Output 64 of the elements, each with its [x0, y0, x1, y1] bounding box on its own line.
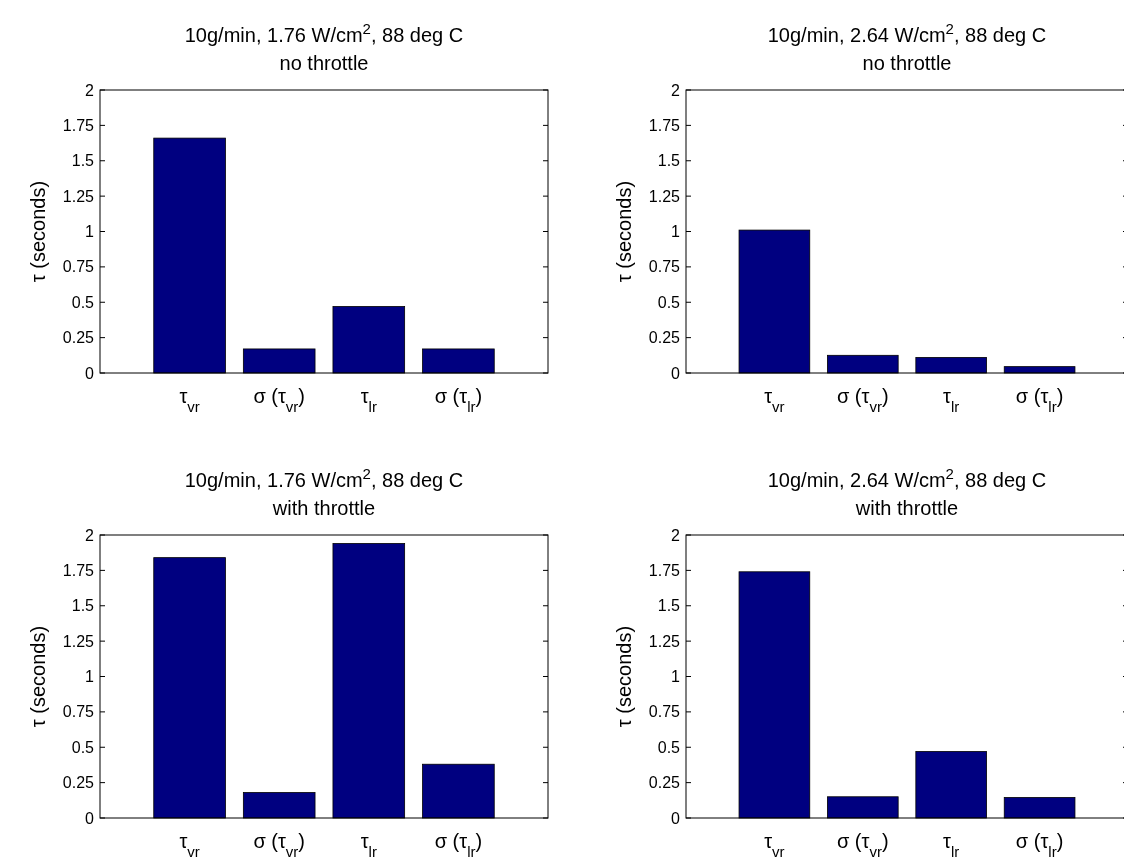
y-tick-label: 1.5 [71, 152, 95, 170]
y-tick-label: 2 [671, 526, 681, 544]
chart-subtitle: no throttle [862, 52, 952, 74]
y-tick-label: 0.5 [71, 293, 95, 311]
y-tick-label: 0.75 [648, 258, 681, 276]
y-tick-label: 1.25 [648, 632, 681, 650]
x-tick-label: τ$_{vr}$ [764, 385, 785, 415]
chart-subtitle: with throttle [854, 497, 959, 519]
y-tick-label: 1.5 [71, 597, 95, 615]
y-tick-label: 0.75 [62, 258, 95, 276]
y-tick-label: 0.25 [62, 774, 95, 792]
x-tick-label: τ$_{lr}$ [943, 830, 960, 860]
x-tick-label: τ$_{vr}$ [179, 385, 200, 415]
y-axis-title: τ (seconds) [27, 625, 49, 728]
y-tick-label: 0 [671, 364, 681, 382]
x-tick-label: σ (τ$_{lr}$) [1015, 830, 1064, 860]
y-tick-label: 0.5 [71, 738, 95, 756]
chart-title: 10g/min, 1.76 W/cm$^{2}$, 88 deg C [184, 464, 464, 491]
y-tick-label: 1 [85, 668, 95, 686]
y-tick-label: 1.25 [62, 187, 95, 205]
y-tick-label: 2 [85, 81, 95, 99]
y-tick-label: 0 [671, 809, 681, 827]
chart-subtitle: no throttle [279, 52, 369, 74]
y-tick-label: 0.75 [648, 703, 681, 721]
y-tick-label: 0.25 [648, 329, 681, 347]
y-tick-label: 1 [671, 223, 681, 241]
y-tick-label: 1.5 [657, 152, 681, 170]
x-tick-label: σ (τ$_{lr}$) [434, 385, 483, 415]
x-tick-label: σ (τ$_{vr}$) [253, 385, 306, 415]
y-axis-title: τ (seconds) [613, 180, 635, 283]
y-tick-label: 1.25 [648, 187, 681, 205]
y-tick-label: 1.75 [62, 561, 95, 579]
x-tick-label: σ (τ$_{lr}$) [434, 830, 483, 860]
y-tick-label: 1.75 [648, 116, 681, 134]
x-tick-label: σ (τ$_{vr}$) [836, 830, 889, 860]
chart-title: 10g/min, 2.64 W/cm$^{2}$, 88 deg C [767, 464, 1047, 491]
x-tick-label: σ (τ$_{lr}$) [1015, 385, 1064, 415]
x-tick-label: τ$_{vr}$ [764, 830, 785, 860]
chart-title: 10g/min, 2.64 W/cm$^{2}$, 88 deg C [767, 19, 1047, 46]
x-tick-label: τ$_{lr}$ [360, 830, 377, 860]
chart-title: 10g/min, 1.76 W/cm$^{2}$, 88 deg C [184, 19, 464, 46]
y-tick-label: 0.5 [657, 293, 681, 311]
y-tick-label: 1.5 [657, 597, 681, 615]
chart-subtitle: with throttle [271, 497, 376, 519]
x-tick-label: σ (τ$_{vr}$) [253, 830, 306, 860]
y-tick-label: 1 [85, 223, 95, 241]
y-tick-label: 0.5 [657, 738, 681, 756]
y-tick-label: 2 [85, 526, 95, 544]
y-tick-label: 0.25 [62, 329, 95, 347]
y-tick-label: 0 [85, 809, 95, 827]
y-tick-label: 2 [671, 81, 681, 99]
y-tick-label: 0.75 [62, 703, 95, 721]
y-tick-label: 1.25 [62, 632, 95, 650]
y-tick-label: 1.75 [648, 561, 681, 579]
y-tick-label: 1.75 [62, 116, 95, 134]
x-tick-label: τ$_{lr}$ [943, 385, 960, 415]
y-tick-label: 0 [85, 364, 95, 382]
x-tick-label: τ$_{lr}$ [360, 385, 377, 415]
x-tick-label: τ$_{vr}$ [179, 830, 200, 860]
y-axis-title: τ (seconds) [27, 180, 49, 283]
y-tick-label: 1 [671, 668, 681, 686]
x-tick-label: σ (τ$_{vr}$) [836, 385, 889, 415]
y-axis-title: τ (seconds) [613, 625, 635, 728]
y-tick-label: 0.25 [648, 774, 681, 792]
